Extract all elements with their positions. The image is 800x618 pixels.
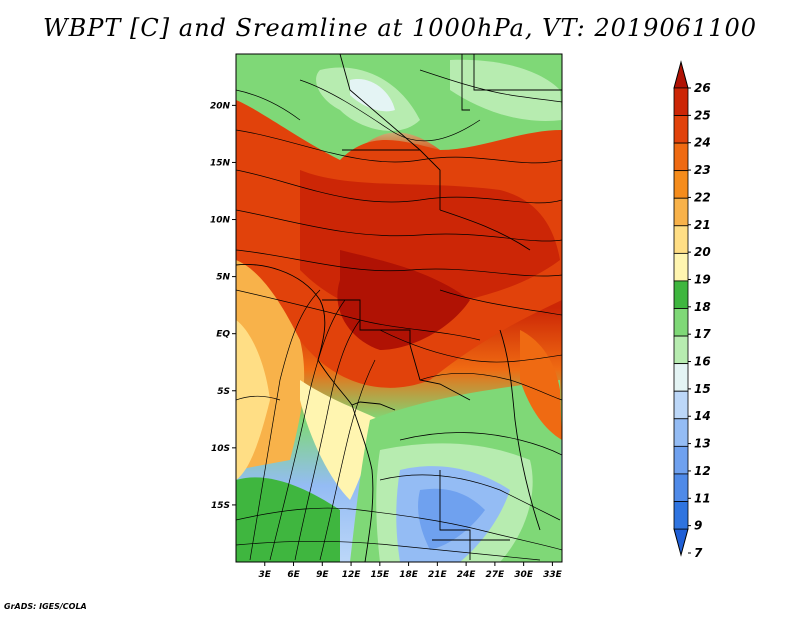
colorbar-label: 13	[694, 437, 711, 451]
colorbar-label: 15	[694, 382, 711, 396]
colorbar-box	[673, 445, 689, 475]
colorbar-label: 21	[694, 218, 711, 232]
map-frame	[235, 53, 563, 563]
colorbar-box	[673, 308, 689, 337]
lat-label: 15N	[210, 158, 231, 168]
lon-label: 12E	[342, 570, 362, 580]
colorbar-box	[673, 252, 689, 282]
colorbar-label: 12	[694, 464, 711, 478]
lon-label: 21E	[428, 570, 448, 580]
lat-label: 10S	[211, 444, 230, 454]
colorbar-box	[673, 501, 689, 530]
colorbar-box	[673, 142, 689, 172]
colorbar-label: 9	[694, 519, 702, 533]
colorbar-label: 19	[694, 272, 711, 286]
lat-label: 10N	[210, 216, 231, 226]
colorbar-label: 23	[694, 163, 711, 177]
lon-label: 18E	[399, 570, 419, 580]
lon-label: 6E	[287, 570, 300, 580]
lat-label: 5S	[217, 387, 230, 397]
colorbar-box	[673, 115, 689, 144]
colorbar-label: 17	[694, 327, 711, 341]
plot-title: WBPT [C] and Sreamline at 1000hPa, VT: 2…	[42, 14, 758, 42]
colorbar-bottom-arrow	[673, 528, 689, 557]
colorbar: 7 9 11 12 13 14 15 16 17 18 19 20 21 22 23 24 25 26	[673, 60, 711, 560]
lon-label: 24E	[457, 570, 477, 580]
colorbar-box	[673, 170, 689, 199]
colorbar-label: 22	[694, 190, 711, 204]
colorbar-label: 25	[694, 108, 711, 122]
colorbar-label: 11	[694, 491, 711, 505]
grads-credit: GrADS: IGES/COLA	[4, 602, 87, 611]
colorbar-box	[673, 418, 689, 447]
lon-label: 15E	[370, 570, 390, 580]
colorbar-box	[673, 473, 689, 502]
colorbar-label: 20	[694, 245, 711, 259]
latitude-axis: 20N 15N 10N 5N EQ 5S 10S 15S	[210, 101, 236, 511]
lon-label: 3E	[259, 570, 272, 580]
colorbar-box	[673, 87, 689, 116]
lon-label: 27E	[486, 570, 506, 580]
colorbar-label: 16	[694, 355, 711, 369]
colorbar-label: 7	[694, 546, 703, 560]
lon-label: 33E	[543, 570, 563, 580]
lat-label: EQ	[216, 330, 230, 340]
lat-label: 20N	[210, 101, 231, 111]
lon-label: 9E	[316, 570, 329, 580]
streamlines	[236, 69, 562, 561]
longitude-axis: 3E 6E 9E 12E 15E 18E 21E 24E 27E 30E 33E	[259, 562, 563, 580]
colorbar-box	[673, 225, 689, 254]
colorbar-top-arrow	[673, 60, 689, 89]
colorbar-box	[673, 335, 689, 365]
colorbar-label: 18	[694, 300, 711, 314]
colorbar-label: 26	[694, 81, 711, 95]
lon-label: 30E	[514, 570, 534, 580]
colorbar-box	[673, 390, 689, 420]
colorbar-label: 14	[694, 409, 711, 423]
colorbar-box	[673, 363, 689, 392]
country-borders	[236, 54, 562, 562]
lat-label: 15S	[211, 501, 230, 511]
lat-label: 5N	[216, 273, 230, 283]
colorbar-label: 24	[694, 136, 711, 150]
wbpt-field	[236, 54, 562, 562]
colorbar-box	[673, 280, 689, 309]
colorbar-box	[673, 197, 689, 227]
